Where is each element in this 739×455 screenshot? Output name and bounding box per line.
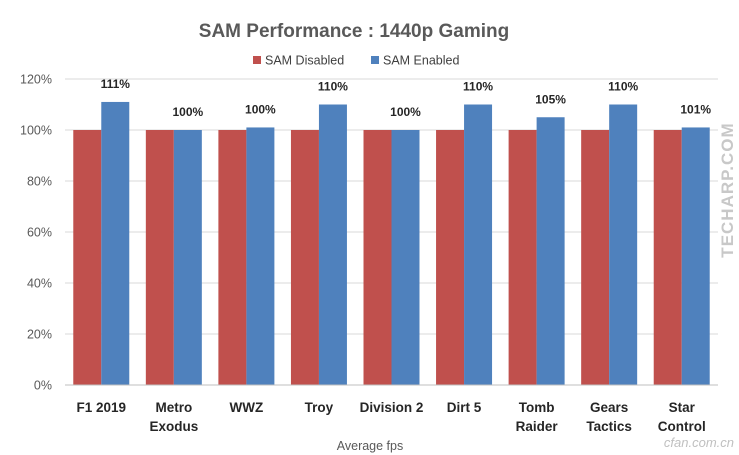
y-tick-label: 60%: [27, 226, 52, 240]
bar-sam-disabled: [218, 130, 247, 385]
x-tick-label: Gears: [590, 400, 628, 415]
legend-label: SAM Disabled: [265, 54, 344, 68]
bar-sam-disabled: [653, 130, 682, 385]
y-tick-label: 100%: [20, 124, 52, 138]
bar-sam-enabled: [101, 101, 130, 385]
bar-sam-disabled: [363, 130, 392, 385]
x-tick-label: Exodus: [149, 419, 198, 434]
bar-sam-disabled: [290, 130, 319, 385]
x-tick-label: Tactics: [586, 419, 632, 434]
y-tick-label: 40%: [27, 277, 52, 291]
x-tick-label: F1 2019: [77, 400, 127, 415]
x-tick-label: Troy: [305, 400, 334, 415]
x-tick-label: Dirt 5: [447, 400, 482, 415]
bar-sam-enabled: [681, 127, 710, 385]
bar-sam-enabled: [318, 104, 347, 385]
x-tick-label: WWZ: [230, 400, 264, 415]
y-tick-label: 0%: [34, 379, 52, 393]
data-label: 110%: [463, 80, 493, 94]
bar-sam-disabled: [73, 130, 102, 385]
y-tick-label: 20%: [27, 328, 52, 342]
data-label: 105%: [535, 92, 566, 106]
x-axis-label: Average fps: [337, 439, 403, 453]
y-tick-label: 80%: [27, 175, 52, 189]
data-label: 111%: [101, 77, 131, 91]
x-tick-label: Star: [669, 400, 696, 415]
data-label: 100%: [390, 105, 421, 119]
bar-sam-disabled: [508, 130, 537, 385]
bar-sam-enabled: [464, 104, 493, 385]
chart-title: SAM Performance : 1440p Gaming: [199, 21, 509, 42]
bar-sam-enabled: [536, 117, 565, 385]
data-label: 110%: [318, 80, 348, 94]
bar-sam-enabled: [609, 104, 638, 385]
legend-swatch: [253, 56, 261, 64]
legend-label: SAM Enabled: [383, 54, 459, 68]
x-axis-ticks: F1 2019 Metro Exodus WWZ Troy Division 2 Dirt …: [77, 400, 706, 434]
bars: [73, 101, 710, 385]
bar-sam-enabled: [246, 127, 275, 385]
data-label: 100%: [245, 102, 276, 116]
bar-sam-enabled: [391, 130, 420, 385]
corner-watermark: cfan.com.cn: [664, 435, 734, 450]
bar-sam-disabled: [145, 130, 174, 385]
y-axis-ticks: 0% 20% 40% 60% 80% 100% 120%: [20, 73, 52, 393]
data-label: 101%: [680, 102, 711, 116]
y-tick-label: 120%: [20, 73, 52, 87]
x-tick-label: Tomb: [519, 400, 555, 415]
x-tick-label: Raider: [516, 419, 559, 434]
data-label: 110%: [608, 80, 638, 94]
x-tick-label: Control: [658, 419, 706, 434]
legend: SAM Disabled SAM Enabled: [253, 54, 459, 68]
bar-sam-enabled: [173, 130, 202, 385]
legend-swatch: [371, 56, 379, 64]
bar-sam-disabled: [581, 130, 610, 385]
x-tick-label: Metro: [155, 400, 192, 415]
side-watermark: TECHARP.COM: [718, 122, 737, 257]
x-tick-label: Division 2: [360, 400, 424, 415]
data-labels: 111% 100% 100% 110% 100% 110% 105% 110% 101%: [101, 77, 712, 119]
bar-sam-disabled: [436, 130, 465, 385]
data-label: 100%: [172, 105, 203, 119]
